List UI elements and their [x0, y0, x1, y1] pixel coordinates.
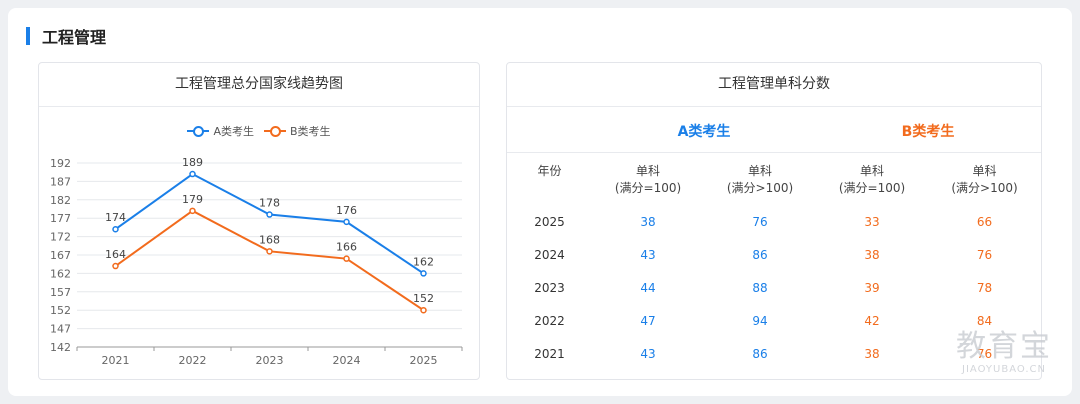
cell-b2: 66 — [976, 214, 993, 229]
y-tick-label: 162 — [50, 267, 71, 280]
data-point — [112, 225, 119, 233]
data-label: 152 — [413, 292, 434, 305]
data-label: 189 — [182, 156, 203, 169]
group-a-label: A类考生 — [677, 124, 731, 140]
data-point — [420, 270, 427, 277]
table-header-row: 年份 单科 (满分=100) 单科 (满分>100) 单科 (满分=100) 单科 (满… — [507, 163, 1041, 205]
group-header-row: A类考生 B类考生 — [507, 107, 1041, 153]
data-label: 164 — [105, 248, 126, 261]
y-tick-label: 157 — [50, 286, 71, 299]
cell-year: 2021 — [534, 346, 565, 361]
data-point — [266, 248, 273, 255]
data-point — [343, 255, 350, 262]
cell-year: 2025 — [534, 214, 565, 229]
y-tick-label: 147 — [50, 323, 71, 336]
series-line-b — [114, 209, 425, 312]
table-row: 2022 47 94 42 84 — [507, 304, 1041, 337]
data-point — [343, 218, 350, 226]
cell-a2: 86 — [752, 346, 768, 361]
data-label: 178 — [259, 197, 280, 210]
header-a-col2: 单科 (满分>100) — [726, 164, 794, 195]
y-tick-label: 167 — [50, 249, 71, 262]
section-accent-bar — [26, 27, 30, 45]
header-a-col1: 单科 (满分=100) — [614, 164, 682, 195]
header-year: 年份 — [537, 164, 562, 178]
data-label: 166 — [336, 241, 357, 254]
x-tick-label: 2022 — [179, 354, 207, 367]
scores-table-card: 工程管理单科分数 A类考生 B类考生 年份 单科 (满分=100) 单科 (满分>1… — [506, 62, 1042, 380]
table-row: 2021 43 86 38 76 — [507, 337, 1041, 370]
table-row: 2023 44 88 39 78 — [507, 271, 1041, 304]
section-header: 工程管理 — [26, 26, 107, 47]
cell-a1: 38 — [640, 214, 656, 229]
cell-year: 2023 — [534, 280, 565, 295]
data-label: 174 — [105, 211, 126, 224]
x-tick-label: 2024 — [333, 354, 361, 367]
content-panel: 工程管理 工程管理总分国家线趋势图 A类考生 B类考生 142 147 152 157… — [8, 8, 1072, 396]
header-b-col1: 单科 (满分=100) — [838, 164, 906, 195]
group-b-label: B类考生 — [901, 124, 955, 140]
header-b-col2: 单科 (满分>100) — [951, 164, 1018, 195]
y-tick-label: 192 — [50, 157, 71, 170]
x-tick-label: 2021 — [102, 354, 130, 367]
data-point — [189, 207, 196, 215]
cell-b2: 84 — [976, 313, 993, 328]
cell-year: 2024 — [534, 247, 565, 262]
data-point — [189, 170, 196, 178]
y-tick-label: 172 — [50, 231, 71, 244]
cell-b1: 38 — [864, 247, 880, 262]
table-row: 2025 38 76 33 66 — [507, 205, 1041, 238]
cell-a2: 94 — [752, 313, 768, 328]
y-tick-label: 182 — [50, 194, 71, 207]
cell-b2: 76 — [976, 346, 993, 361]
watermark-text: 教育宝 — [956, 329, 1052, 364]
cell-a2: 76 — [752, 214, 768, 229]
scores-table: 年份 单科 (满分=100) 单科 (满分>100) 单科 (满分=100) 单科 (满… — [507, 163, 1041, 370]
y-tick-label: 152 — [50, 304, 71, 317]
cell-year: 2022 — [534, 313, 565, 328]
cell-b1: 33 — [864, 214, 880, 229]
data-label: 162 — [413, 255, 434, 268]
cell-a2: 86 — [752, 247, 768, 262]
table-card-title: 工程管理单科分数 — [507, 63, 1041, 107]
trend-chart-card: 工程管理总分国家线趋势图 A类考生 B类考生 142 147 152 157 162 16… — [38, 62, 480, 380]
cell-b1: 39 — [864, 280, 880, 295]
y-tick-label: 142 — [50, 341, 71, 354]
legend-item-a[interactable]: A类考生 — [187, 123, 254, 139]
section-title: 工程管理 — [42, 28, 107, 47]
watermark-url: JIAOYUBAO.CN — [962, 364, 1046, 375]
cell-a2: 88 — [752, 280, 768, 295]
legend-item-b[interactable]: B类考生 — [263, 123, 331, 139]
line-chart: 142 147 152 157 162 167 172 177 182 187 192 2021 202… — [50, 156, 463, 367]
data-label: 176 — [336, 204, 357, 217]
chart-card-title: 工程管理总分国家线趋势图 — [39, 63, 479, 107]
cell-a1: 43 — [640, 247, 656, 262]
legend-label-b: B类考生 — [289, 125, 331, 138]
y-tick-label: 187 — [50, 175, 71, 188]
legend-line-marker-icon — [263, 126, 286, 137]
chart-legend: A类考生 B类考生 — [39, 123, 479, 139]
legend-label-a: A类考生 — [213, 125, 254, 138]
cell-a1: 44 — [640, 280, 656, 295]
data-point — [112, 262, 119, 270]
cell-b1: 42 — [864, 313, 880, 328]
cell-a1: 47 — [640, 313, 656, 328]
y-tick-label: 177 — [50, 212, 71, 225]
legend-line-marker-icon — [187, 126, 210, 137]
x-tick-label: 2025 — [410, 354, 438, 367]
cell-b2: 78 — [976, 280, 993, 295]
data-point — [266, 211, 273, 218]
table-row: 2024 43 86 38 76 — [507, 238, 1041, 271]
cell-b2: 76 — [976, 247, 993, 262]
cell-a1: 43 — [640, 346, 656, 361]
cell-b1: 38 — [864, 346, 880, 361]
data-point — [420, 306, 427, 314]
watermark-logo: 教育宝 JIAOYUBAO.CN — [944, 329, 1064, 376]
data-label: 179 — [182, 193, 203, 206]
series-line-a — [114, 172, 425, 275]
x-tick-label: 2023 — [256, 354, 284, 367]
data-label: 168 — [259, 233, 280, 246]
